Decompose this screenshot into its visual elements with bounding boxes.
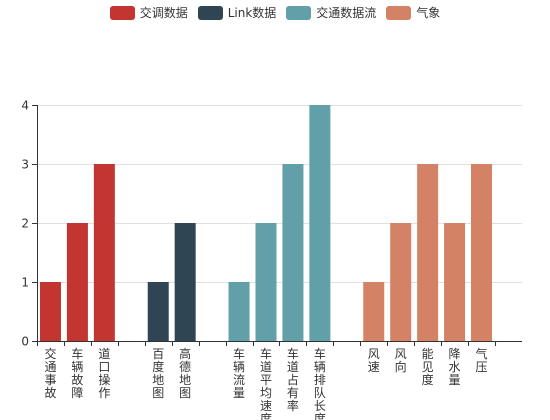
legend-label-series-4: 气象 <box>416 6 441 20</box>
legend-item-series-2[interactable]: Link数据 <box>197 4 277 21</box>
x-category-label: 车辆流量 <box>233 346 245 400</box>
legend-swatch-series-1 <box>109 5 135 20</box>
legend-swatch-series-4 <box>386 5 412 20</box>
legend-item-series-1[interactable]: 交调数据 <box>109 4 188 21</box>
bar-series-2 <box>174 223 196 341</box>
x-category-label: 车道平均速度 <box>260 346 272 420</box>
y-tick-label: 1 <box>21 276 29 290</box>
bar-series-2 <box>147 282 169 341</box>
x-category-label: 能见度 <box>422 347 434 387</box>
legend-item-series-4[interactable]: 气象 <box>386 4 440 21</box>
bar-series-1 <box>39 282 61 341</box>
legend-item-series-3[interactable]: 交通数据流 <box>286 4 376 21</box>
x-category-label: 风速 <box>368 347 380 374</box>
x-category-label: 交通事故 <box>44 346 56 400</box>
y-tick-label: 0 <box>21 335 29 349</box>
bar-series-3 <box>282 164 304 341</box>
legend-label-series-2: Link数据 <box>227 6 277 20</box>
y-tick-label: 3 <box>21 158 29 172</box>
bar-series-4 <box>417 164 439 341</box>
legend-label-series-1: 交调数据 <box>139 6 188 20</box>
bar-series-1 <box>66 223 88 341</box>
bar-series-1 <box>93 164 115 341</box>
legend-swatch-series-3 <box>286 5 312 20</box>
y-tick-label: 4 <box>21 99 29 113</box>
bar-series-4 <box>471 164 493 341</box>
x-category-label: 道口操作 <box>98 347 110 400</box>
bar-series-4 <box>363 282 385 341</box>
x-category-label: 车辆故障 <box>71 346 83 400</box>
x-category-label: 车道占有率 <box>287 346 299 413</box>
bar-series-4 <box>390 223 412 341</box>
x-category-label: 风向 <box>395 347 407 374</box>
x-category-label: 气压 <box>476 346 488 374</box>
chart-legend: 交调数据 Link数据 交通数据流 气象 <box>0 4 550 21</box>
bar-series-4 <box>444 223 466 341</box>
bar-series-3 <box>255 223 277 341</box>
legend-swatch-series-2 <box>197 5 223 20</box>
x-category-label: 降水量 <box>449 347 461 387</box>
x-category-label: 高德地图 <box>179 346 191 400</box>
x-category-label: 百度地图 <box>152 347 164 400</box>
bar-series-3 <box>309 105 331 341</box>
bar-series-3 <box>228 282 250 341</box>
x-category-label: 车辆排队长度 <box>314 346 326 420</box>
y-tick-label: 2 <box>21 217 29 231</box>
legend-label-series-3: 交通数据流 <box>316 6 377 20</box>
